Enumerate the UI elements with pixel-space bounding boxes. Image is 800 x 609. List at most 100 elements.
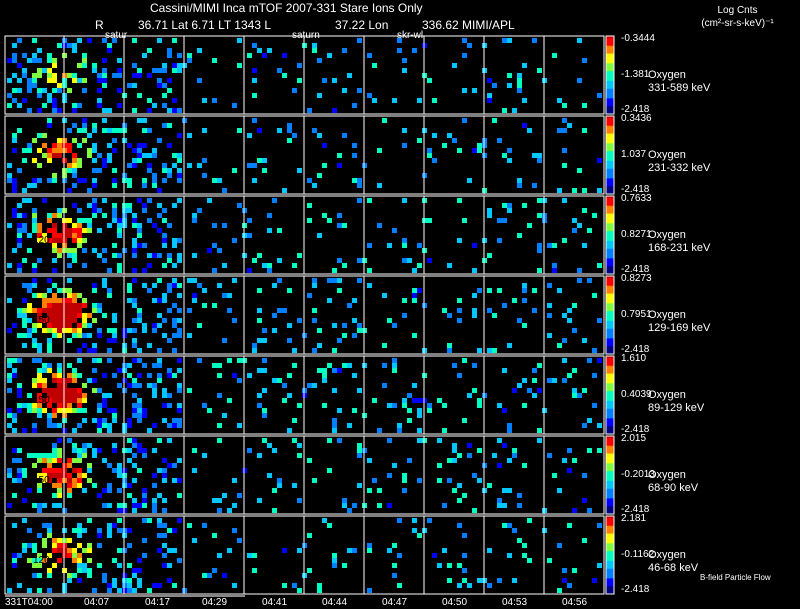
- heat-cell: [27, 83, 32, 88]
- colorbar-segment: [606, 590, 614, 593]
- heat-cell: [27, 408, 32, 413]
- panel-energy: 129-169 keV: [648, 322, 711, 334]
- colorbar-segment: [606, 402, 614, 406]
- heat-cell: [102, 83, 107, 88]
- heat-cell: [217, 423, 222, 428]
- heat-cell: [212, 303, 217, 308]
- heat-cell: [252, 568, 257, 573]
- heat-cell: [22, 308, 27, 313]
- heat-cell: [52, 238, 57, 243]
- heat-cell: [132, 248, 137, 253]
- heat-cell: [17, 308, 22, 313]
- colorbar-segment: [606, 467, 614, 470]
- heat-cell: [402, 128, 407, 133]
- heat-cell: [37, 508, 42, 513]
- heat-cell: [157, 203, 162, 208]
- heat-cell: [92, 318, 97, 323]
- heat-cell: [202, 453, 207, 458]
- heat-cell: [87, 333, 92, 338]
- colorbar-segment: [606, 385, 614, 388]
- heat-cell: [12, 43, 17, 48]
- heat-cell: [147, 428, 152, 433]
- heat-cell: [22, 298, 27, 303]
- colorbar-segment: [606, 174, 614, 177]
- heat-cell: [522, 403, 527, 408]
- heat-cell: [367, 588, 372, 593]
- heat-cell: [417, 478, 422, 483]
- heat-cell: [252, 553, 257, 558]
- heat-cell: [317, 343, 322, 348]
- heat-cell: [487, 93, 492, 98]
- heat-cell: [162, 533, 167, 538]
- heat-cell: [347, 508, 352, 513]
- heat-cell: [172, 423, 177, 428]
- heat-cell: [162, 218, 167, 223]
- heat-cell: [417, 243, 422, 248]
- heat-cell: [97, 448, 102, 453]
- heat-cell: [522, 98, 527, 103]
- colorbar-segment: [606, 160, 614, 164]
- heat-cell: [92, 203, 97, 208]
- heat-cell: [12, 88, 17, 93]
- heat-cell: [142, 118, 147, 123]
- heat-cell: [22, 188, 27, 193]
- heat-cell: [167, 403, 172, 408]
- heat-cell: [32, 158, 37, 163]
- heat-cell: [132, 453, 137, 458]
- heat-cell: [517, 78, 522, 83]
- colorbar-segment: [606, 86, 614, 90]
- colorbar-segment: [606, 420, 614, 423]
- heat-cell: [392, 403, 397, 408]
- colorbar-segment: [606, 580, 614, 583]
- heat-cell: [42, 68, 47, 73]
- heat-cell: [92, 483, 97, 488]
- heat-cell: [142, 553, 147, 558]
- heat-cell: [517, 73, 522, 78]
- heat-cell: [112, 578, 117, 583]
- colorbar-segment: [606, 541, 614, 544]
- heat-cell: [77, 388, 82, 393]
- heat-cell: [37, 398, 42, 403]
- heat-cell: [232, 503, 237, 508]
- heat-cell: [232, 238, 237, 243]
- heat-cell: [177, 108, 182, 113]
- heat-cell: [327, 438, 332, 443]
- heat-cell: [502, 108, 507, 113]
- heat-cell: [397, 583, 402, 588]
- heat-cell: [552, 378, 557, 383]
- heat-cell: [167, 173, 172, 178]
- heat-cell: [52, 258, 57, 263]
- heat-cell: [97, 533, 102, 538]
- heat-cell: [227, 358, 232, 363]
- heat-cell: [572, 508, 577, 513]
- heat-cell: [462, 533, 467, 538]
- heat-cell: [462, 53, 467, 58]
- heat-cell: [67, 458, 72, 463]
- heat-cell: [442, 548, 447, 553]
- heat-cell: [107, 423, 112, 428]
- heat-cell: [102, 68, 107, 73]
- heat-cell: [82, 563, 87, 568]
- heat-cell: [57, 333, 62, 338]
- time-tick: 04:47: [382, 597, 408, 608]
- heat-cell: [72, 48, 77, 53]
- heat-cell: [372, 98, 377, 103]
- heat-cell: [152, 328, 157, 333]
- colorbar-segment: [606, 363, 614, 367]
- heat-cell: [77, 408, 82, 413]
- heat-cell: [92, 68, 97, 73]
- colorbar-segment: [606, 98, 614, 101]
- colorbar-segment: [606, 318, 614, 322]
- heat-cell: [37, 238, 42, 243]
- heat-cell: [172, 98, 177, 103]
- heat-cell: [92, 288, 97, 293]
- heat-cell: [502, 408, 507, 413]
- colorbar-segment: [606, 404, 614, 408]
- heat-cell: [462, 493, 467, 498]
- heat-cell: [547, 333, 552, 338]
- heat-cell: [102, 578, 107, 583]
- heat-cell: [57, 408, 62, 413]
- heat-cell: [162, 83, 167, 88]
- heat-cell: [577, 268, 582, 273]
- heat-cell: [162, 508, 167, 513]
